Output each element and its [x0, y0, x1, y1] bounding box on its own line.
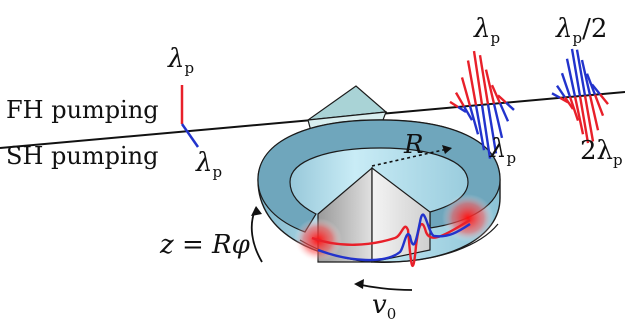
packet-stroke-down: [468, 105, 480, 135]
packet-stroke-up: [570, 48, 582, 97]
rotation-arrow: [250, 206, 263, 263]
packet-stroke-down: [593, 94, 605, 117]
packet-stroke-up: [551, 92, 561, 99]
two-lambda-label: 2λp: [580, 136, 623, 169]
packet-stroke-down: [505, 101, 515, 111]
packet-stroke-up: [575, 49, 587, 96]
velocity-label: v0: [372, 290, 397, 323]
packet-stroke-up: [490, 84, 502, 104]
packet-stroke-down: [564, 96, 574, 110]
radius-arrow: [371, 145, 453, 167]
fh-pumping-label: FH pumping: [6, 96, 159, 124]
packet-stroke-down: [588, 94, 600, 131]
lambda-p-sh-label: λp: [196, 148, 223, 181]
packet-stroke-up: [560, 72, 572, 98]
packet-stroke-up: [449, 100, 459, 108]
packet-stroke-down: [492, 103, 504, 139]
output-packet-fh: [449, 50, 515, 159]
lambda-p-fh-label: λp: [168, 44, 195, 77]
packet-stroke-up: [556, 85, 566, 99]
sh-pump-segment: [180, 123, 200, 148]
packet-stroke-up: [585, 73, 597, 96]
output-packet-sh: [551, 48, 609, 144]
lambda-p-out-top-label: λp: [474, 14, 501, 47]
intracavity-waves: [311, 213, 471, 267]
packet-stroke-up: [472, 50, 484, 105]
sh-pumping-label: SH pumping: [6, 142, 159, 170]
packet-stroke-up: [565, 58, 577, 97]
packet-stroke-down: [573, 96, 585, 135]
z-equation-label: z = Rφ: [160, 230, 250, 260]
lambda-p-out-bottom-label: λp: [490, 134, 517, 167]
packet-stroke-down: [462, 105, 474, 121]
packet-stroke-up: [460, 77, 472, 107]
packet-stroke-down: [486, 104, 498, 154]
packet-stroke-down: [568, 96, 580, 122]
packet-stroke-up: [466, 60, 478, 106]
packet-stroke-up: [580, 59, 592, 96]
packet-stroke-down: [457, 105, 467, 114]
packet-stroke-down: [578, 95, 590, 144]
lambda-half-label: λp/2: [556, 14, 608, 47]
packet-stroke-up: [591, 83, 601, 95]
packet-stroke-down: [498, 102, 510, 122]
packet-stroke-down: [583, 95, 595, 142]
radius-label: R: [404, 130, 424, 160]
packet-stroke-up: [478, 54, 490, 105]
packet-stroke-down: [599, 93, 609, 105]
packet-stroke-up: [484, 69, 496, 105]
packet-stroke-down: [480, 104, 492, 159]
packet-stroke-down: [474, 105, 486, 151]
packet-stroke-up: [497, 94, 507, 104]
packet-stroke-up: [454, 92, 466, 108]
velocity-arrow: [354, 279, 413, 291]
